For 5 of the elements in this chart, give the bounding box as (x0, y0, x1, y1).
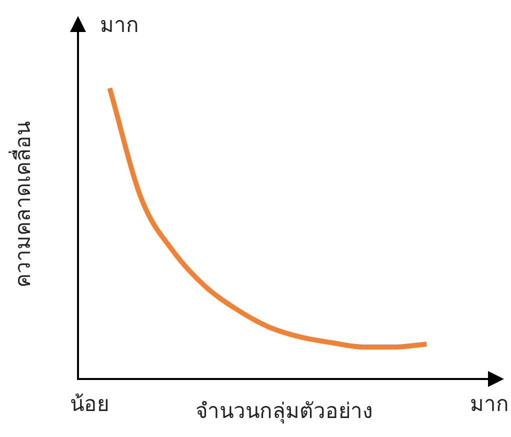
x-axis-title: จำนวนกลุ่มตัวอย่าง (196, 398, 372, 424)
text: มาก (470, 391, 509, 418)
text: น้อย (70, 391, 109, 418)
text: มาก (100, 12, 139, 39)
y-axis-title: ความคลาดเคลื่อน (8, 122, 36, 288)
